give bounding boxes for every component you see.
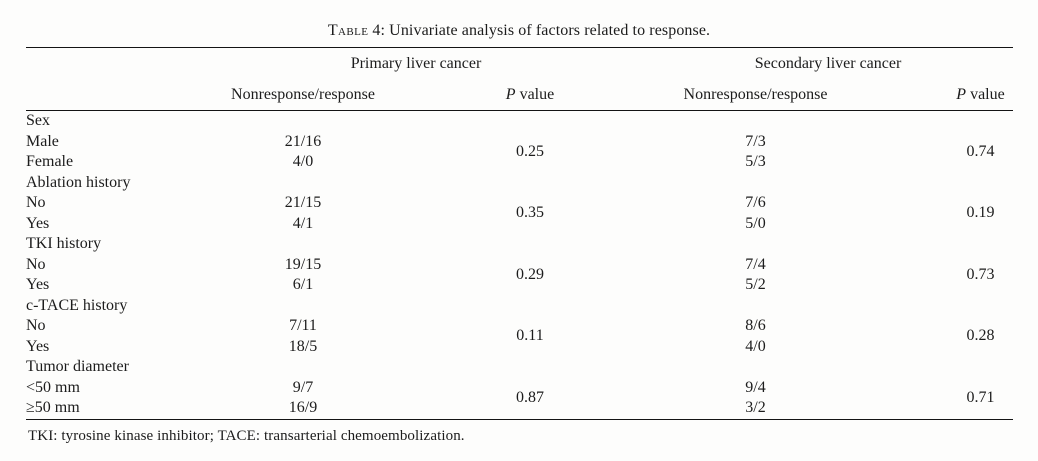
row-label: <50 mm: [26, 378, 80, 396]
p-value-word: value: [966, 85, 1005, 103]
data-row: Yes 18/5 4/0: [26, 337, 1013, 358]
row-label: Yes: [26, 214, 50, 232]
secondary-p-value: 0.73: [966, 265, 995, 283]
data-row: <50 mm 9/7 0.87 9/4 0.71: [26, 378, 1013, 406]
row-label: Female: [26, 153, 74, 170]
spacer-cell: [868, 193, 948, 234]
table-caption-label: Table: [327, 22, 369, 39]
univariate-analysis-table: Primary liver cancer Secondary liver can…: [26, 47, 1014, 420]
row-label: No: [26, 317, 46, 334]
row-label: Yes: [26, 337, 50, 355]
primary-nonresponse-response-value: 9/7: [292, 378, 314, 396]
primary-nonresponse-response-value: 21/16: [284, 132, 322, 150]
primary-p-value-header: P value: [417, 79, 644, 111]
category-label: Tumor diameter: [26, 358, 129, 375]
category-row: Tumor diameter: [26, 357, 1013, 378]
secondary-nonresponse-response-value: 8/6: [745, 317, 766, 334]
primary-nonresponse-response-header: Nonresponse/response: [189, 79, 417, 111]
category-label: TKI history: [26, 235, 102, 252]
data-row: ≥50 mm 16/9 3/2: [26, 398, 1013, 419]
p-value-word: value: [515, 85, 555, 103]
primary-p-value: 0.11: [516, 327, 544, 345]
secondary-nonresponse-response-value: 7/4: [745, 255, 766, 273]
data-row: Female 4/0 5/3: [26, 152, 1013, 173]
primary-p-value: 0.25: [516, 142, 544, 160]
column-group-header-row: Primary liver cancer Secondary liver can…: [26, 48, 1013, 80]
data-row: No 21/15 0.35 7/6 0.19: [26, 193, 1013, 221]
table-footnote: TKI: tyrosine kinase inhibitor; TACE: tr…: [28, 428, 465, 444]
category-row: c-TACE history: [26, 296, 1013, 317]
row-label: Yes: [26, 276, 50, 293]
p-italic: P: [956, 85, 967, 103]
sub-header-row: Nonresponse/response P value Nonresponse…: [26, 79, 1014, 111]
secondary-p-value-header: P value: [948, 79, 1014, 111]
spacer-header-cell: [868, 79, 949, 111]
primary-nonresponse-response-value: 7/11: [289, 317, 317, 334]
secondary-nonresponse-response-value: 9/4: [745, 378, 766, 396]
secondary-nonresponse-response-value: 3/2: [745, 399, 766, 416]
category-label: Ablation history: [26, 173, 131, 191]
empty-header-cell: [26, 79, 189, 111]
row-label: No: [26, 194, 46, 211]
row-label: Male: [26, 132, 59, 150]
row-label: ≥50 mm: [26, 399, 80, 416]
secondary-p-value: 0.28: [966, 327, 995, 345]
data-row: Yes 4/1 5/0: [26, 214, 1013, 235]
primary-nonresponse-response-value: 6/1: [292, 276, 314, 293]
data-row: Male 21/16 0.25 7/3 0.74: [26, 132, 1013, 160]
table-caption: Table 4: Univariate analysis of factors …: [0, 22, 1038, 40]
category-row: Sex: [26, 111, 1013, 132]
spacer-cell: [868, 316, 948, 357]
data-row: Yes 6/1 5/2: [26, 275, 1013, 296]
category-label: Sex: [26, 112, 50, 129]
data-row: No 7/11 0.11 8/6 0.28: [26, 316, 1013, 344]
primary-nonresponse-response-value: 19/15: [284, 255, 322, 273]
p-italic: P: [505, 85, 516, 103]
secondary-nonresponse-response-value: 7/6: [745, 194, 766, 211]
primary-nonresponse-response-value: 16/9: [288, 399, 318, 416]
secondary-nonresponse-response-value: 5/3: [745, 153, 766, 170]
col-group-secondary-liver-cancer: Secondary liver cancer: [754, 54, 902, 72]
secondary-nonresponse-response-header: Nonresponse/response: [643, 79, 869, 111]
secondary-p-value: 0.71: [966, 388, 995, 406]
spacer-cell: [868, 378, 948, 420]
primary-p-value: 0.87: [516, 388, 544, 406]
data-row: No 19/15 0.29 7/4 0.73: [26, 255, 1013, 283]
primary-nonresponse-response-value: 4/1: [292, 214, 314, 232]
primary-nonresponse-response-value: 21/15: [284, 194, 322, 211]
empty-corner-cell: [26, 48, 189, 80]
secondary-p-value: 0.19: [966, 204, 995, 222]
primary-p-value: 0.35: [516, 204, 544, 222]
category-label: c-TACE history: [26, 296, 128, 314]
table-caption-text: 4: Univariate analysis of factors relate…: [368, 22, 711, 39]
category-row: Ablation history: [26, 173, 1013, 194]
secondary-p-value: 0.74: [966, 142, 995, 160]
spacer-cell: [868, 132, 948, 173]
col-group-primary-liver-cancer: Primary liver cancer: [350, 54, 482, 72]
spacer-cell: [868, 255, 948, 296]
secondary-nonresponse-response-value: 7/3: [745, 132, 766, 150]
category-row: TKI history: [26, 234, 1013, 255]
primary-p-value: 0.29: [516, 265, 544, 283]
secondary-nonresponse-response-value: 4/0: [745, 337, 766, 355]
primary-nonresponse-response-value: 18/5: [288, 337, 318, 355]
primary-nonresponse-response-value: 4/0: [292, 153, 314, 170]
row-label: No: [26, 255, 46, 273]
secondary-nonresponse-response-value: 5/0: [745, 214, 766, 232]
secondary-nonresponse-response-value: 5/2: [745, 276, 766, 293]
